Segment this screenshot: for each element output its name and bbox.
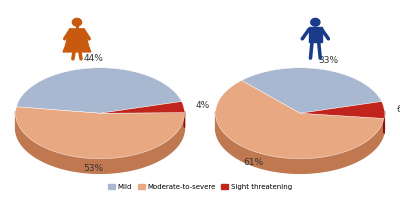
Text: 53%: 53% [83,164,103,173]
Text: 4%: 4% [196,101,210,110]
Polygon shape [300,102,384,118]
Polygon shape [63,39,91,52]
Legend: Mild, Moderate-to-severe, Sight threatening: Mild, Moderate-to-severe, Sight threaten… [105,181,295,192]
Text: 61%: 61% [244,158,264,167]
Polygon shape [242,68,382,113]
Polygon shape [66,29,88,46]
Polygon shape [100,102,184,113]
Circle shape [72,18,82,26]
Circle shape [311,18,320,26]
Text: 44%: 44% [84,54,104,63]
Polygon shape [216,112,384,173]
Polygon shape [16,68,182,113]
Polygon shape [309,27,322,42]
Polygon shape [16,111,184,173]
Text: 33%: 33% [318,56,338,65]
Polygon shape [16,107,184,159]
Polygon shape [216,80,384,159]
Text: 6%: 6% [396,105,400,114]
